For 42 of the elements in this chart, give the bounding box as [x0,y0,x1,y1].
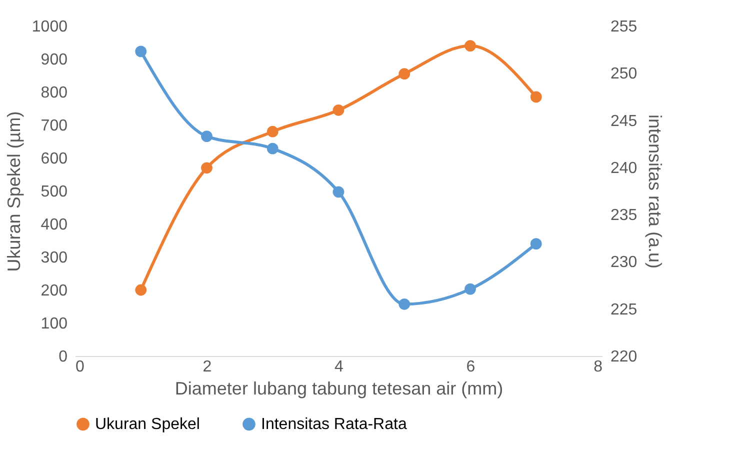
y-tick-label: 400 [40,216,68,234]
y-tick-label: 300 [40,250,68,266]
point [530,91,542,103]
y-tick-label: 200 [40,282,68,300]
y-tick-label: 600 [40,150,68,168]
y2-tick-label: 240 [610,160,638,177]
point [201,130,212,142]
point [135,46,147,58]
point [464,40,476,52]
x-tick-label: 6 [466,358,476,376]
x-tick-label: 4 [334,358,344,376]
y2-tick-label: 250 [610,66,638,83]
point [398,298,410,310]
y2-tick-label: 225 [610,301,638,318]
x-tick-label: 8 [594,358,603,376]
y2-axis-title: intensitas rata (a.u) [645,114,666,269]
legend-label: Intensitas Rata-Rata [261,416,407,434]
point [266,142,278,154]
x-tick-label: 0 [76,358,84,376]
y-tick-label: 900 [40,52,68,68]
legend-label: Ukuran Spekel [95,416,200,434]
y-tick-label: 1000 [32,18,68,36]
point [135,284,147,296]
y-tick-label: 100 [40,316,68,332]
x-tick-label: 2 [202,358,212,376]
y-tick-label: 500 [40,184,68,200]
x-axis-title: Diameter lubang tabung tetesan air (mm) [174,378,504,398]
point [464,283,476,295]
y2-tick-label: 255 [610,18,638,36]
point [398,68,410,80]
y2-tick-label: 245 [610,112,638,130]
point [530,238,542,250]
point [201,162,212,174]
y-tick-label: 800 [40,84,68,102]
y-axis-title: Ukuran Spekel (µm) [4,111,24,272]
y2-tick-label: 220 [610,348,638,366]
y-tick-label: 700 [40,118,68,134]
y2-tick-label: 235 [610,207,638,224]
point [332,104,344,116]
point [332,186,344,198]
point [266,126,278,138]
y2-tick-label: 230 [610,254,638,272]
